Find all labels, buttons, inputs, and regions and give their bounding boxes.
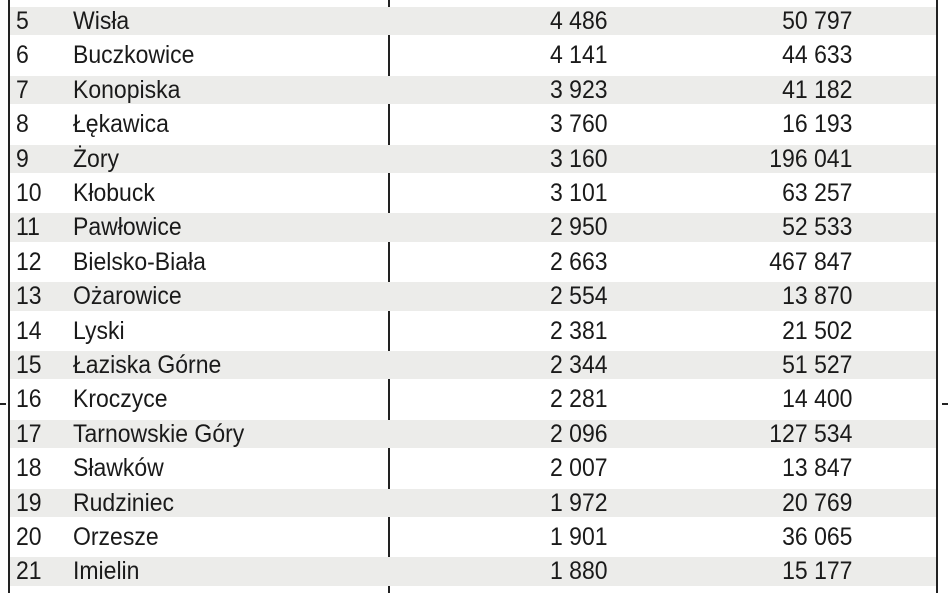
value-a-cell: 4 486 [550,7,608,35]
name-cell: Kroczyce [73,385,168,414]
name-cell: Ożarowice [73,282,182,311]
name-cell: Żory [73,144,119,173]
rank-cell: 13 [16,282,42,311]
value-b-cell: 13 870 [781,282,852,311]
value-b-cell: 51 527 [781,351,852,379]
value-b-cell: 127 534 [768,419,852,448]
table-row: 7 Konopiska 3 923 41 182 [8,73,938,107]
table-row: 15 Łaziska Górne 2 344 51 527 [8,348,938,382]
value-b-cell: 63 257 [781,179,852,207]
value-a-cell: 3 760 [550,110,608,139]
row-shading [10,282,936,311]
table-row: 17 Tarnowskie Góry 2 096 127 534 [8,417,938,451]
rank-cell: 15 [16,351,42,379]
value-b-cell: 36 065 [781,523,852,551]
table-row: 10 Kłobuck 3 101 63 257 [8,176,938,210]
value-a-cell: 4 141 [550,41,608,70]
value-a-cell: 1 901 [550,523,608,551]
row-shading [10,144,936,173]
rank-cell: 10 [16,179,42,207]
value-b-cell: 52 533 [781,213,852,242]
table-row: 16 Kroczyce 2 281 14 400 [8,382,938,416]
value-a-cell: 3 101 [550,179,608,207]
rank-cell: 8 [16,110,29,139]
name-cell: Lyski [73,316,125,345]
table-row: 21 Imielin 1 880 15 177 [8,554,938,588]
table-row: 6 Buczkowice 4 141 44 633 [8,38,938,72]
row-shading [10,75,936,105]
rank-cell: 11 [16,213,40,242]
table-row: 12 Bielsko-Biała 2 663 467 847 [8,245,938,279]
value-a-cell: 2 381 [550,316,608,345]
value-b-cell: 467 847 [768,247,852,276]
row-shading [10,213,936,242]
value-a-cell: 2 663 [550,247,608,276]
right-tick-mark [942,403,948,405]
value-b-cell: 15 177 [781,557,852,586]
table-row: 8 Łękawica 3 760 16 193 [8,107,938,141]
name-cell: Rudziniec [73,488,174,517]
left-tick-mark [0,403,6,405]
name-cell: Konopiska [73,75,181,104]
rank-cell: 14 [16,316,42,345]
table-row: 5 Wisła 4 486 50 797 [8,4,938,38]
value-a-cell: 3 923 [550,75,608,104]
value-b-cell: 21 502 [781,316,852,345]
ranking-table [8,0,938,593]
table-row: 11 Pawłowice 2 950 52 533 [8,210,938,244]
table-row: 19 Rudziniec 1 972 20 769 [8,486,938,520]
table-row: 18 Sławków 2 007 13 847 [8,451,938,485]
value-b-cell: 44 633 [781,41,852,70]
value-b-cell: 13 847 [781,454,852,483]
table-row: 14 Lyski 2 381 21 502 [8,314,938,348]
table-row: 13 Ożarowice 2 554 13 870 [8,279,938,313]
value-b-cell: 16 193 [781,110,852,139]
value-a-cell: 3 160 [550,144,608,173]
row-shading [10,7,936,36]
name-cell: Buczkowice [73,41,195,70]
value-a-cell: 2 096 [550,419,608,448]
value-b-cell: 41 182 [781,75,852,104]
value-a-cell: 2 344 [550,351,608,379]
value-b-cell: 196 041 [768,144,852,173]
name-cell: Sławków [73,454,164,483]
value-a-cell: 2 950 [550,213,608,242]
name-cell: Bielsko-Biała [73,247,206,276]
name-cell: Wisła [73,7,130,35]
name-cell: Imielin [73,557,140,586]
table-row: 9 Żory 3 160 196 041 [8,142,938,176]
value-a-cell: 1 880 [550,557,608,586]
rank-cell: 9 [16,144,29,173]
rank-cell: 21 [16,557,42,586]
rank-cell: 20 [16,523,42,551]
value-a-cell: 2 281 [550,385,608,414]
rank-cell: 5 [16,7,29,35]
value-b-cell: 50 797 [781,7,852,35]
row-shading [10,557,936,586]
name-cell: Tarnowskie Góry [73,419,245,448]
table-row: 20 Orzesze 1 901 36 065 [8,520,938,554]
name-cell: Pawłowice [73,213,182,242]
name-cell: Orzesze [73,523,159,551]
value-a-cell: 1 972 [550,488,608,517]
row-shading [10,419,936,449]
rank-cell: 6 [16,41,29,70]
row-shading [10,488,936,517]
rank-cell: 12 [16,247,42,276]
name-cell: Łękawica [73,110,169,139]
value-a-cell: 2 554 [550,282,608,311]
row-shading [10,351,936,380]
rank-cell: 19 [16,488,42,517]
rank-cell: 17 [16,419,42,448]
value-b-cell: 20 769 [781,488,852,517]
rank-cell: 18 [16,454,42,483]
value-b-cell: 14 400 [781,385,852,414]
rank-cell: 7 [16,75,29,104]
name-cell: Kłobuck [73,179,155,207]
value-a-cell: 2 007 [550,454,608,483]
name-cell: Łaziska Górne [73,351,222,379]
rank-cell: 16 [16,385,42,414]
